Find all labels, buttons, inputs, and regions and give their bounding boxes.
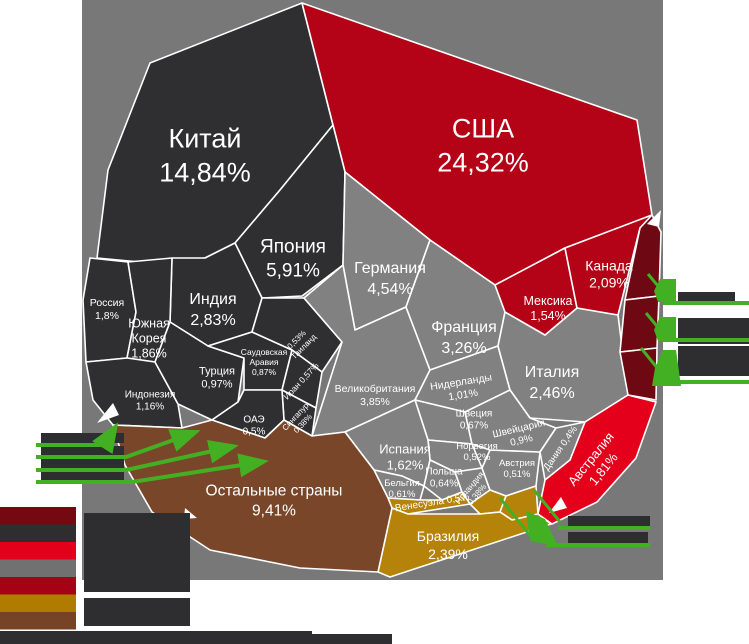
- right-callout-pointer-line-2: [644, 312, 663, 332]
- left-callout-box-3: [41, 458, 124, 468]
- layer-annotations: [36, 210, 749, 547]
- right-callout-box-3: [678, 346, 749, 376]
- legend-swatch-2: [0, 524, 76, 542]
- left-callout-arrow-line-1: [36, 422, 119, 455]
- left-callout-box-1: [41, 433, 124, 443]
- bottom-right-callout-pointer-line-1: [498, 497, 534, 539]
- legend-swatch-3: [0, 542, 76, 560]
- left-callout-box-4: [41, 471, 124, 481]
- legend-swatch-1: [0, 507, 76, 525]
- right-callout-arrow-icon-3: [652, 350, 681, 386]
- cell-label-indonesia: Индонезия 1,16%: [125, 390, 176, 413]
- cell-small-maroon-3: [619, 347, 658, 401]
- cell-canada: [564, 214, 653, 316]
- right-callout-arrow-icon-1: [654, 279, 676, 302]
- cell-label-austria: Австрия 0,51%: [499, 458, 535, 480]
- cell-switzerland: [464, 389, 557, 453]
- cell-label-china: Китай 14,84%: [159, 123, 251, 187]
- legend-swatch-5: [0, 577, 76, 595]
- cell-label-mexico: Мексика 1,54%: [523, 294, 572, 323]
- bottom-bar-2: [310, 634, 392, 644]
- cell-label-uae: ОАЭ 0,5%: [243, 415, 266, 438]
- left-callout-box-2: [41, 446, 124, 456]
- legend-swatch-4: [0, 559, 76, 577]
- cell-label-south-korea: Южная Корея 1,86%: [128, 316, 170, 360]
- cell-mexico: [494, 247, 578, 336]
- cell-label-canada: Канада 2,09%: [585, 257, 633, 290]
- cell-label-russia: Россия 1,8%: [90, 297, 124, 322]
- cell-label-brazil: Бразилия 2,39%: [417, 528, 479, 562]
- cell-label-italy: Италия 2,46%: [525, 364, 579, 402]
- layer-legend: [0, 507, 392, 644]
- layer-cells: [82, 2, 662, 578]
- white-arrow-icon-2: [647, 210, 661, 227]
- cell-label-rest-of-world: Остальные страны 9,41%: [206, 482, 343, 519]
- bottom-right-callout-arrow-icon-1: [526, 511, 558, 546]
- cell-label-saudi-arabia: Саудовская Аравия 0,87%: [241, 347, 288, 377]
- cell-label-turkey: Турция 0,97%: [199, 365, 235, 390]
- bottom-bar-1: [0, 631, 312, 644]
- right-callout-arrow-icon-2: [654, 317, 676, 341]
- cell-label-japan: Япония 5,91%: [260, 237, 326, 282]
- cell-label-norway: Норвегия 0,52%: [456, 441, 498, 463]
- legend-swatch-7: [0, 612, 76, 630]
- cell-label-belgium: Бельгия 0,61%: [384, 478, 420, 500]
- right-callout-pointer-line-1: [646, 273, 665, 293]
- cell-brazil: [377, 507, 552, 578]
- cell-small-maroon-2: [619, 295, 660, 353]
- cell-label-france: Франция 3,26%: [431, 319, 497, 357]
- cell-label-sweden: Швеция 0,67%: [456, 409, 493, 432]
- white-arrow-icon-1: [97, 403, 119, 423]
- bottom-right-callout-box-1: [568, 516, 650, 529]
- cell-label-spain: Испания 1,62%: [379, 442, 431, 473]
- left-callout-arrow-line-3: [36, 439, 239, 472]
- cell-venezuela: [387, 491, 471, 515]
- bottom-right-callout-box-2: [568, 532, 648, 545]
- cell-label-usa: США 24,32%: [437, 113, 529, 177]
- right-callout-pointer-line-3: [639, 347, 660, 370]
- cell-label-poland: Польша 0,64%: [425, 467, 463, 490]
- cell-label-india: Индия 2,83%: [189, 291, 236, 329]
- left-callout-arrow-line-4: [36, 453, 269, 484]
- legend-label-box-2: [84, 598, 190, 626]
- left-callout-arrow-line-2: [36, 429, 201, 459]
- legend-swatch-6: [0, 594, 76, 612]
- cell-label-uk: Великобритания 3,85%: [335, 383, 416, 408]
- bottom-right-callout-pointer-line-2: [532, 489, 562, 523]
- white-arrow-icon-3: [549, 497, 567, 513]
- cell-label-germany: Германия 4,54%: [354, 260, 426, 298]
- cell-australia: [537, 394, 657, 525]
- legend-label-box-1: [84, 513, 190, 592]
